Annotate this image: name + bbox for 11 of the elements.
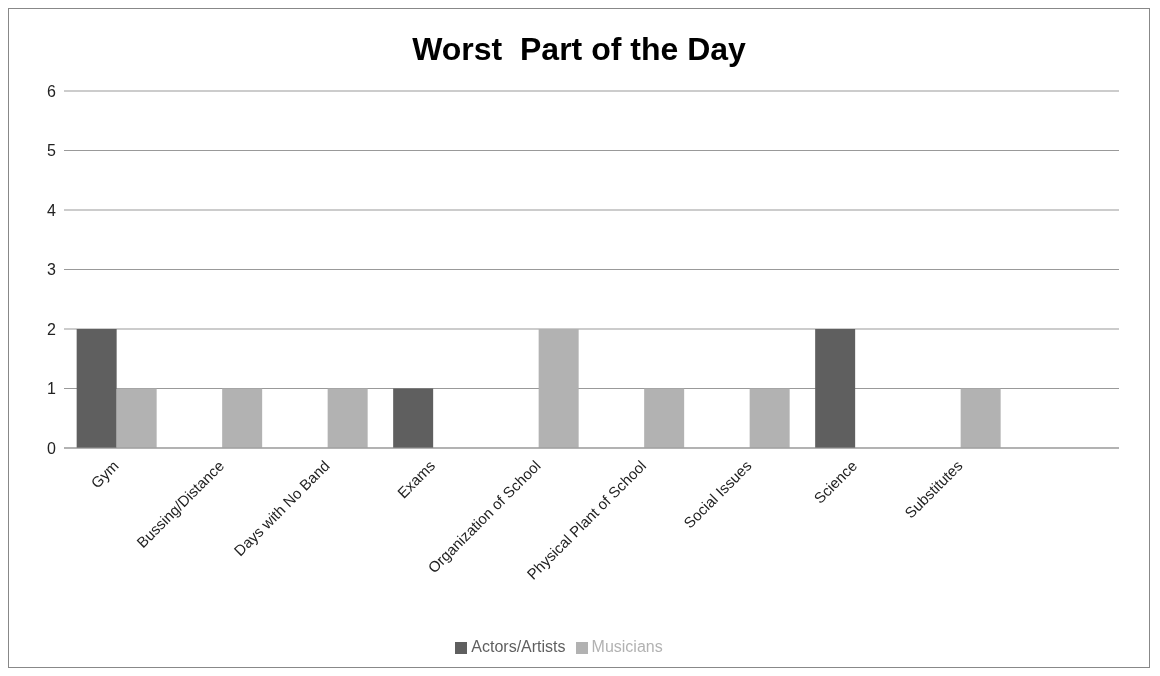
y-tick-label: 6	[47, 82, 57, 100]
y-tick-label: 0	[47, 439, 57, 457]
chart-title: Worst Part of the Day	[411, 30, 747, 69]
y-tick-label: 4	[47, 201, 57, 219]
y-tick-label: 3	[47, 261, 57, 279]
y-tick-label: 1	[47, 380, 57, 398]
x-tick-label: Gym	[87, 456, 122, 492]
y-tick-label: 5	[47, 142, 57, 160]
legend-label: Actors/Artists	[471, 638, 566, 655]
y-tick-label: 2	[47, 320, 57, 338]
legend-label: Musicians	[591, 638, 663, 655]
